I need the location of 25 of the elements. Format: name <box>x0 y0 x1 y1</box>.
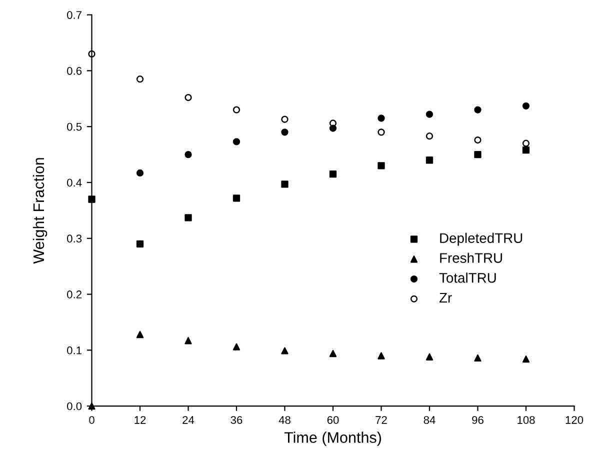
x-tick-label: 84 <box>424 416 436 424</box>
x-tick-label: 12 <box>134 416 146 424</box>
y-tick-label: 0.4 <box>67 178 82 187</box>
legend-label: FreshTRU <box>440 252 502 263</box>
y-tick-label: 0.1 <box>67 346 82 354</box>
y-tick-label: 0.5 <box>67 122 82 131</box>
x-tick-label: 72 <box>376 416 387 424</box>
y-tick-label: 0.6 <box>67 66 82 75</box>
x-tick-label: 48 <box>278 416 290 424</box>
y-tick-label: 0.2 <box>67 290 82 298</box>
legend-label: Zr <box>439 292 452 303</box>
legend-label: DepletedTRU <box>440 232 522 246</box>
x-tick-label: 96 <box>472 416 484 424</box>
x-tick-label: 108 <box>518 416 535 424</box>
legend-label: TotalTRU <box>439 272 496 283</box>
y-axis-title: Weight Fraction <box>32 158 48 264</box>
y-tick-label: 0.7 <box>67 11 82 19</box>
x-tick-label: 0 <box>89 416 94 424</box>
x-tick-label: 120 <box>566 416 584 424</box>
y-tick-label: 0.0 <box>67 402 82 410</box>
x-tick-label: 60 <box>327 416 339 424</box>
x-tick-label: 36 <box>230 416 242 424</box>
x-axis-title: Time (Months) <box>284 432 382 446</box>
y-tick-label: 0.3 <box>67 234 82 243</box>
x-tick-label: 24 <box>182 416 194 424</box>
